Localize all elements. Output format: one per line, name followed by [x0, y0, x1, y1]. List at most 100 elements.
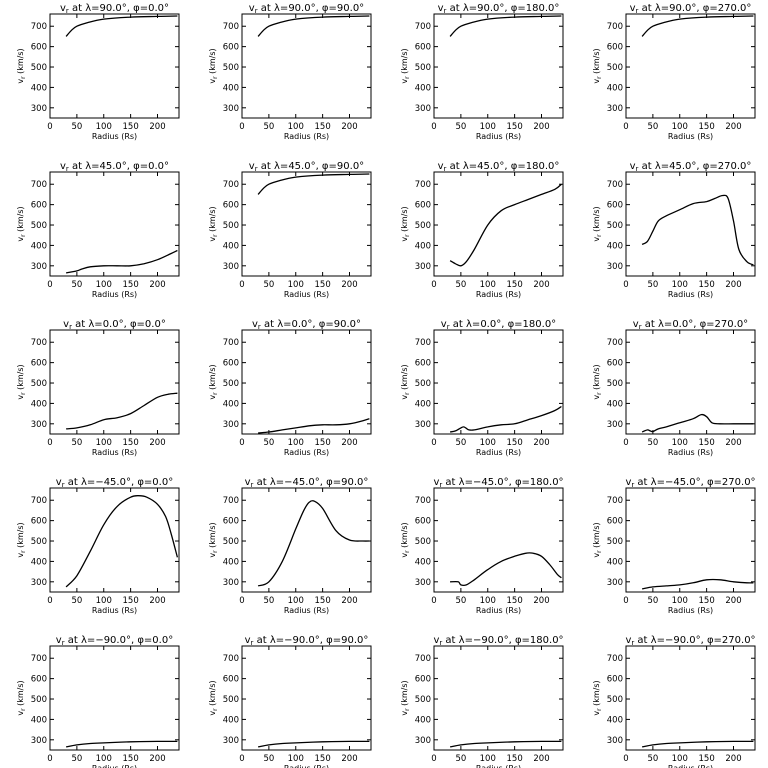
y-tick-label: 700: [415, 496, 431, 506]
x-tick-label: 200: [533, 754, 549, 764]
panel-13: vr at λ=−45.0°, φ=90.0° 0 50 100 150 200 300 40…: [208, 477, 372, 615]
y-tick-label: 600: [31, 201, 47, 211]
y-axis-label: vr (km/s): [400, 364, 411, 399]
x-axis-label: Radius (Rs): [476, 764, 521, 768]
y-tick-label: 600: [607, 517, 623, 527]
y-tick-label: 700: [223, 338, 239, 348]
y-tick-label: 500: [607, 221, 623, 231]
x-axis-label: Radius (Rs): [284, 290, 329, 299]
panel-title: vr at λ=−90.0°, φ=0.0°: [56, 635, 173, 647]
y-axis-label: vr (km/s): [592, 364, 603, 399]
x-tick-label: 200: [149, 596, 165, 606]
x-tick-label: 150: [699, 122, 715, 132]
x-tick-label: 50: [455, 280, 466, 290]
plot-frame: [433, 645, 564, 751]
x-tick-label: 0: [431, 280, 436, 290]
x-tick-label: 150: [507, 754, 523, 764]
panel-6: vr at λ=45.0°, φ=180.0° 0 50 100 150 200 300 40…: [400, 161, 564, 299]
x-axis-label: Radius (Rs): [284, 132, 329, 141]
y-tick-label: 600: [223, 201, 239, 211]
x-tick-label: 50: [263, 438, 274, 448]
x-axis-label: Radius (Rs): [92, 606, 137, 615]
y-tick-label: 700: [607, 338, 623, 348]
x-tick-label: 100: [480, 122, 496, 132]
x-tick-label: 150: [123, 596, 139, 606]
x-tick-label: 200: [725, 122, 741, 132]
y-tick-label: 500: [415, 63, 431, 73]
y-tick-label: 600: [415, 517, 431, 527]
x-tick-label: 100: [288, 280, 304, 290]
panel-title: vr at λ=0.0°, φ=90.0°: [252, 319, 361, 331]
series-line: [449, 740, 562, 748]
y-tick-label: 400: [607, 715, 623, 725]
y-tick-label: 600: [31, 517, 47, 527]
y-tick-label: 700: [607, 180, 623, 190]
x-tick-label: 200: [149, 754, 165, 764]
plot-frame: [433, 13, 564, 119]
panel-title: vr at λ=45.0°, φ=0.0°: [60, 161, 169, 173]
plot-frame: [49, 645, 180, 751]
y-tick-label: 700: [223, 654, 239, 664]
panel-4: vr at λ=45.0°, φ=0.0° 0 50 100 150 200 300 400 5…: [16, 161, 180, 299]
plot-frame: [433, 171, 564, 277]
panel-title: vr at λ=45.0°, φ=180.0°: [438, 161, 560, 173]
x-tick-label: 50: [71, 754, 82, 764]
x-tick-label: 200: [533, 438, 549, 448]
y-tick-label: 400: [607, 557, 623, 567]
x-tick-label: 200: [341, 122, 357, 132]
panel-17: vr at λ=−90.0°, φ=90.0° 0 50 100 150 200 300 40…: [208, 635, 372, 768]
x-tick-label: 200: [341, 438, 357, 448]
panel-9: vr at λ=0.0°, φ=90.0° 0 50 100 150 200 300 400 5…: [208, 319, 372, 457]
y-tick-label: 700: [31, 338, 47, 348]
x-tick-label: 50: [263, 596, 274, 606]
y-tick-label: 400: [31, 557, 47, 567]
series-line: [449, 405, 562, 433]
panel-15: vr at λ=−45.0°, φ=270.0° 0 50 100 150 200 300 4…: [592, 477, 756, 615]
x-tick-label: 50: [71, 280, 82, 290]
x-tick-label: 150: [507, 280, 523, 290]
panel-14: vr at λ=−45.0°, φ=180.0° 0 50 100 150 200 300 4…: [400, 477, 564, 615]
y-tick-label: 700: [415, 180, 431, 190]
x-tick-label: 150: [315, 596, 331, 606]
x-axis-label: Radius (Rs): [284, 606, 329, 615]
y-tick-label: 300: [223, 736, 239, 746]
series-line: [641, 740, 754, 748]
y-tick-label: 400: [31, 83, 47, 93]
series-line: [641, 413, 754, 433]
panel-7: vr at λ=45.0°, φ=270.0° 0 50 100 150 200 300 40…: [592, 161, 756, 299]
y-tick-label: 400: [607, 399, 623, 409]
x-tick-label: 0: [47, 280, 52, 290]
y-axis-label: vr (km/s): [592, 206, 603, 241]
x-tick-label: 0: [623, 122, 628, 132]
y-tick-label: 600: [415, 43, 431, 53]
panel-title: vr at λ=−45.0°, φ=180.0°: [433, 477, 563, 489]
plot-frame: [241, 13, 372, 119]
panel-title: vr at λ=−90.0°, φ=90.0°: [245, 635, 369, 647]
y-axis-label: vr (km/s): [592, 522, 603, 557]
y-tick-label: 400: [415, 241, 431, 251]
x-axis-label: Radius (Rs): [476, 290, 521, 299]
x-tick-label: 150: [123, 438, 139, 448]
y-tick-label: 600: [607, 359, 623, 369]
x-tick-label: 150: [123, 122, 139, 132]
y-tick-label: 500: [607, 379, 623, 389]
x-tick-label: 0: [431, 122, 436, 132]
x-axis-label: Radius (Rs): [668, 290, 713, 299]
x-tick-label: 50: [263, 280, 274, 290]
series-line: [257, 500, 370, 587]
y-tick-label: 400: [223, 557, 239, 567]
x-tick-label: 100: [96, 122, 112, 132]
panel-19: vr at λ=−90.0°, φ=270.0° 0 50 100 150 200 300 4…: [592, 635, 756, 768]
plot-frame: [49, 13, 180, 119]
x-tick-label: 50: [71, 122, 82, 132]
x-axis-label: Radius (Rs): [668, 448, 713, 457]
plot-frame: [241, 171, 372, 277]
y-axis-label: vr (km/s): [400, 680, 411, 715]
x-tick-label: 200: [725, 596, 741, 606]
y-tick-label: 500: [223, 63, 239, 73]
x-tick-label: 100: [672, 754, 688, 764]
y-tick-label: 400: [415, 399, 431, 409]
panel-title: vr at λ=−90.0°, φ=180.0°: [433, 635, 563, 647]
y-tick-label: 700: [223, 22, 239, 32]
